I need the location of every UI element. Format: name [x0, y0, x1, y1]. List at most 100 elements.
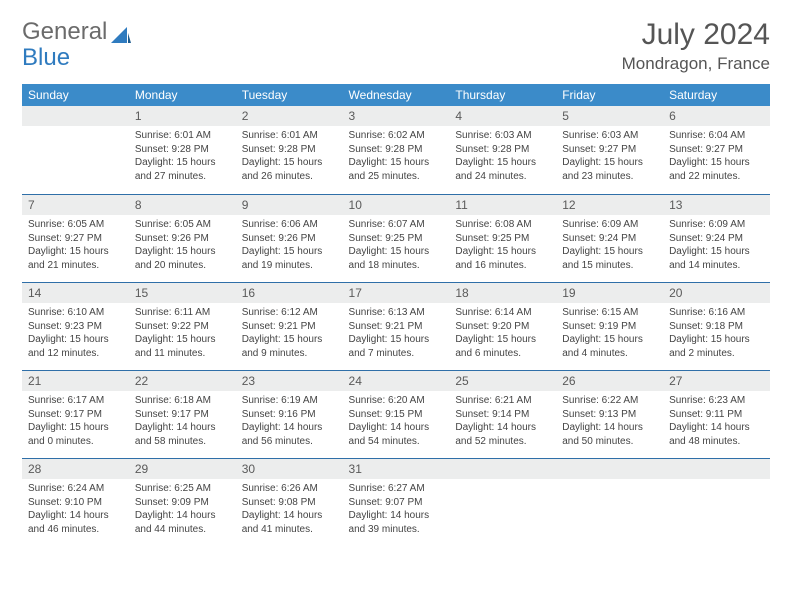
day-number: 26 — [556, 370, 663, 391]
daylight-text: Daylight: 14 hours and 52 minutes. — [455, 421, 550, 448]
day-body: Sunrise: 6:15 AMSunset: 9:19 PMDaylight:… — [556, 303, 663, 366]
day-body-empty — [449, 479, 556, 488]
daylight-text: Daylight: 15 hours and 27 minutes. — [135, 156, 230, 183]
sunrise-text: Sunrise: 6:05 AM — [135, 218, 230, 232]
day-number: 15 — [129, 282, 236, 303]
daylight-text: Daylight: 15 hours and 21 minutes. — [28, 245, 123, 272]
day-number: 24 — [343, 370, 450, 391]
day-number: 17 — [343, 282, 450, 303]
weekday-header: Thursday — [449, 84, 556, 106]
sunrise-text: Sunrise: 6:14 AM — [455, 306, 550, 320]
day-body: Sunrise: 6:24 AMSunset: 9:10 PMDaylight:… — [22, 479, 129, 542]
day-body: Sunrise: 6:14 AMSunset: 9:20 PMDaylight:… — [449, 303, 556, 366]
day-body: Sunrise: 6:01 AMSunset: 9:28 PMDaylight:… — [129, 126, 236, 189]
calendar-week-row: 21Sunrise: 6:17 AMSunset: 9:17 PMDayligh… — [22, 370, 770, 458]
sunrise-text: Sunrise: 6:08 AM — [455, 218, 550, 232]
day-body-empty — [663, 479, 770, 488]
day-body: Sunrise: 6:11 AMSunset: 9:22 PMDaylight:… — [129, 303, 236, 366]
calendar-header-row: SundayMondayTuesdayWednesdayThursdayFrid… — [22, 84, 770, 106]
sunset-text: Sunset: 9:21 PM — [349, 320, 444, 334]
sunset-text: Sunset: 9:24 PM — [562, 232, 657, 246]
day-number: 13 — [663, 194, 770, 215]
day-body: Sunrise: 6:20 AMSunset: 9:15 PMDaylight:… — [343, 391, 450, 454]
calendar-day-cell — [22, 106, 129, 194]
location: Mondragon, France — [622, 54, 770, 74]
daylight-text: Daylight: 15 hours and 23 minutes. — [562, 156, 657, 183]
daylight-text: Daylight: 15 hours and 15 minutes. — [562, 245, 657, 272]
sunset-text: Sunset: 9:28 PM — [135, 143, 230, 157]
day-body: Sunrise: 6:06 AMSunset: 9:26 PMDaylight:… — [236, 215, 343, 278]
day-number: 27 — [663, 370, 770, 391]
day-body: Sunrise: 6:23 AMSunset: 9:11 PMDaylight:… — [663, 391, 770, 454]
logo-word2: Blue — [22, 44, 70, 72]
sunset-text: Sunset: 9:18 PM — [669, 320, 764, 334]
calendar-day-cell: 4Sunrise: 6:03 AMSunset: 9:28 PMDaylight… — [449, 106, 556, 194]
daylight-text: Daylight: 14 hours and 50 minutes. — [562, 421, 657, 448]
sunrise-text: Sunrise: 6:22 AM — [562, 394, 657, 408]
sunrise-text: Sunrise: 6:01 AM — [242, 129, 337, 143]
day-number-empty — [663, 458, 770, 479]
calendar-day-cell: 23Sunrise: 6:19 AMSunset: 9:16 PMDayligh… — [236, 370, 343, 458]
day-number-empty — [449, 458, 556, 479]
calendar-week-row: 28Sunrise: 6:24 AMSunset: 9:10 PMDayligh… — [22, 458, 770, 546]
daylight-text: Daylight: 15 hours and 11 minutes. — [135, 333, 230, 360]
day-number: 14 — [22, 282, 129, 303]
sunrise-text: Sunrise: 6:09 AM — [562, 218, 657, 232]
day-body: Sunrise: 6:09 AMSunset: 9:24 PMDaylight:… — [556, 215, 663, 278]
sunrise-text: Sunrise: 6:15 AM — [562, 306, 657, 320]
calendar-day-cell: 10Sunrise: 6:07 AMSunset: 9:25 PMDayligh… — [343, 194, 450, 282]
sunset-text: Sunset: 9:23 PM — [28, 320, 123, 334]
calendar-week-row: 7Sunrise: 6:05 AMSunset: 9:27 PMDaylight… — [22, 194, 770, 282]
daylight-text: Daylight: 15 hours and 14 minutes. — [669, 245, 764, 272]
calendar-day-cell: 15Sunrise: 6:11 AMSunset: 9:22 PMDayligh… — [129, 282, 236, 370]
sunset-text: Sunset: 9:08 PM — [242, 496, 337, 510]
sunrise-text: Sunrise: 6:27 AM — [349, 482, 444, 496]
sunset-text: Sunset: 9:17 PM — [135, 408, 230, 422]
weekday-header: Tuesday — [236, 84, 343, 106]
daylight-text: Daylight: 14 hours and 41 minutes. — [242, 509, 337, 536]
day-body: Sunrise: 6:01 AMSunset: 9:28 PMDaylight:… — [236, 126, 343, 189]
calendar-day-cell: 7Sunrise: 6:05 AMSunset: 9:27 PMDaylight… — [22, 194, 129, 282]
daylight-text: Daylight: 15 hours and 18 minutes. — [349, 245, 444, 272]
day-number: 21 — [22, 370, 129, 391]
day-number-empty — [556, 458, 663, 479]
sunrise-text: Sunrise: 6:26 AM — [242, 482, 337, 496]
sunset-text: Sunset: 9:17 PM — [28, 408, 123, 422]
daylight-text: Daylight: 14 hours and 58 minutes. — [135, 421, 230, 448]
day-body: Sunrise: 6:03 AMSunset: 9:28 PMDaylight:… — [449, 126, 556, 189]
daylight-text: Daylight: 15 hours and 19 minutes. — [242, 245, 337, 272]
sunset-text: Sunset: 9:10 PM — [28, 496, 123, 510]
calendar-day-cell: 1Sunrise: 6:01 AMSunset: 9:28 PMDaylight… — [129, 106, 236, 194]
sunset-text: Sunset: 9:15 PM — [349, 408, 444, 422]
calendar-day-cell: 28Sunrise: 6:24 AMSunset: 9:10 PMDayligh… — [22, 458, 129, 546]
day-number: 30 — [236, 458, 343, 479]
calendar-day-cell: 16Sunrise: 6:12 AMSunset: 9:21 PMDayligh… — [236, 282, 343, 370]
day-number: 9 — [236, 194, 343, 215]
day-number: 20 — [663, 282, 770, 303]
sunset-text: Sunset: 9:27 PM — [669, 143, 764, 157]
day-body-empty — [22, 126, 129, 135]
sunrise-text: Sunrise: 6:19 AM — [242, 394, 337, 408]
calendar-day-cell: 20Sunrise: 6:16 AMSunset: 9:18 PMDayligh… — [663, 282, 770, 370]
month-title: July 2024 — [622, 18, 770, 52]
sunset-text: Sunset: 9:09 PM — [135, 496, 230, 510]
daylight-text: Daylight: 15 hours and 20 minutes. — [135, 245, 230, 272]
calendar-week-row: 1Sunrise: 6:01 AMSunset: 9:28 PMDaylight… — [22, 106, 770, 194]
daylight-text: Daylight: 15 hours and 0 minutes. — [28, 421, 123, 448]
calendar-body: 1Sunrise: 6:01 AMSunset: 9:28 PMDaylight… — [22, 106, 770, 546]
day-body: Sunrise: 6:22 AMSunset: 9:13 PMDaylight:… — [556, 391, 663, 454]
daylight-text: Daylight: 15 hours and 26 minutes. — [242, 156, 337, 183]
sunrise-text: Sunrise: 6:10 AM — [28, 306, 123, 320]
calendar-day-cell: 12Sunrise: 6:09 AMSunset: 9:24 PMDayligh… — [556, 194, 663, 282]
day-number: 2 — [236, 106, 343, 126]
day-body: Sunrise: 6:13 AMSunset: 9:21 PMDaylight:… — [343, 303, 450, 366]
day-number: 23 — [236, 370, 343, 391]
day-body: Sunrise: 6:25 AMSunset: 9:09 PMDaylight:… — [129, 479, 236, 542]
day-body-empty — [556, 479, 663, 488]
calendar-day-cell: 31Sunrise: 6:27 AMSunset: 9:07 PMDayligh… — [343, 458, 450, 546]
sunset-text: Sunset: 9:28 PM — [349, 143, 444, 157]
day-body: Sunrise: 6:26 AMSunset: 9:08 PMDaylight:… — [236, 479, 343, 542]
sunset-text: Sunset: 9:21 PM — [242, 320, 337, 334]
sunset-text: Sunset: 9:26 PM — [135, 232, 230, 246]
sunrise-text: Sunrise: 6:11 AM — [135, 306, 230, 320]
